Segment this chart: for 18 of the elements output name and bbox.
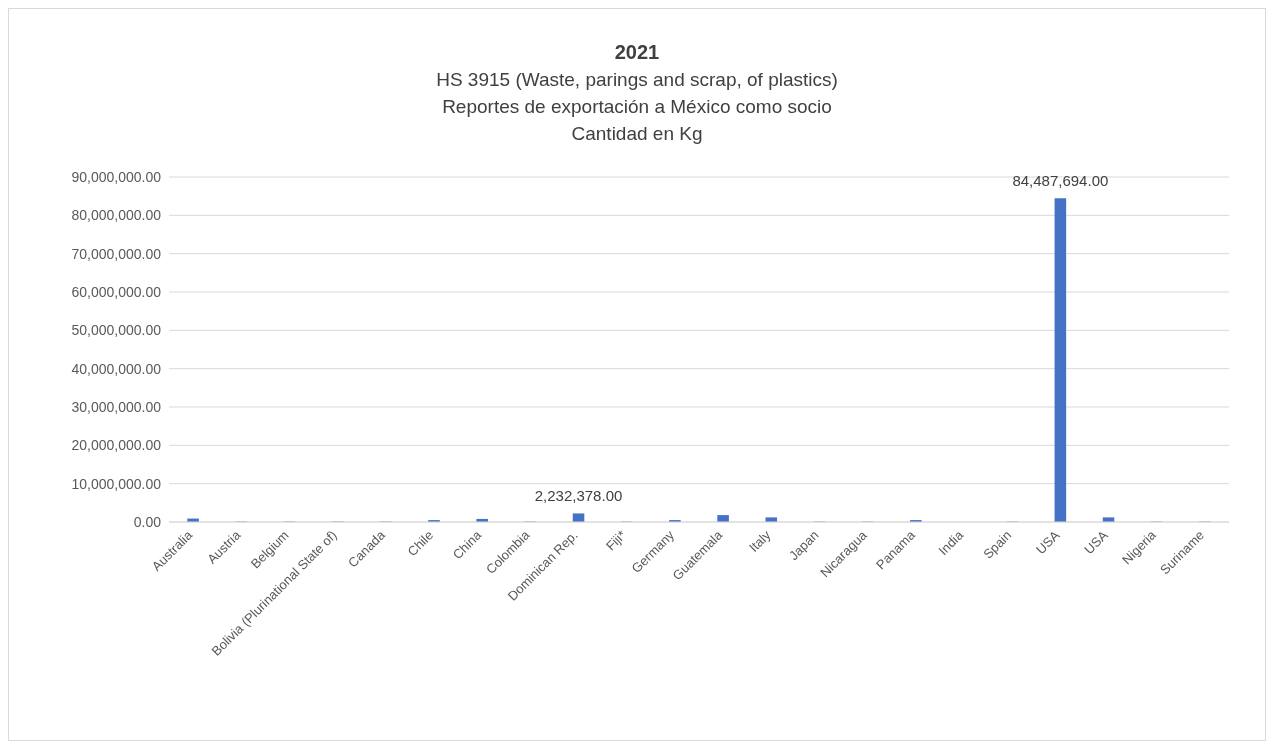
y-tick-label: 0.00 xyxy=(133,513,162,530)
y-tick-label: 90,000,000.00 xyxy=(71,168,162,185)
y-tick-label: 10,000,000.00 xyxy=(71,475,162,492)
x-tick-label: Italy xyxy=(745,527,774,555)
y-tick-label: 30,000,000.00 xyxy=(71,398,162,415)
y-tick-label: 60,000,000.00 xyxy=(71,283,162,300)
y-tick-label: 70,000,000.00 xyxy=(71,245,162,262)
y-tick-label: 80,000,000.00 xyxy=(71,207,162,224)
chart-subtitle: HS 3915 (Waste, parings and scrap, of plastics) Reportes de exportación a México como socio Cantidad en Kg xyxy=(435,68,839,146)
x-tick-label: USA xyxy=(1081,527,1111,558)
data-label: 84,487,694.00 xyxy=(1012,172,1109,190)
x-tick-label: USA xyxy=(1032,527,1063,558)
data-label: 2,232,378.00 xyxy=(534,487,623,505)
y-tick-label: 20,000,000.00 xyxy=(71,437,162,454)
x-tick-label: Fiji* xyxy=(602,527,629,554)
chart-title: 2021 xyxy=(613,40,661,65)
y-tick-label: 50,000,000.00 xyxy=(71,322,162,339)
y-tick-label: 40,000,000.00 xyxy=(71,360,162,377)
